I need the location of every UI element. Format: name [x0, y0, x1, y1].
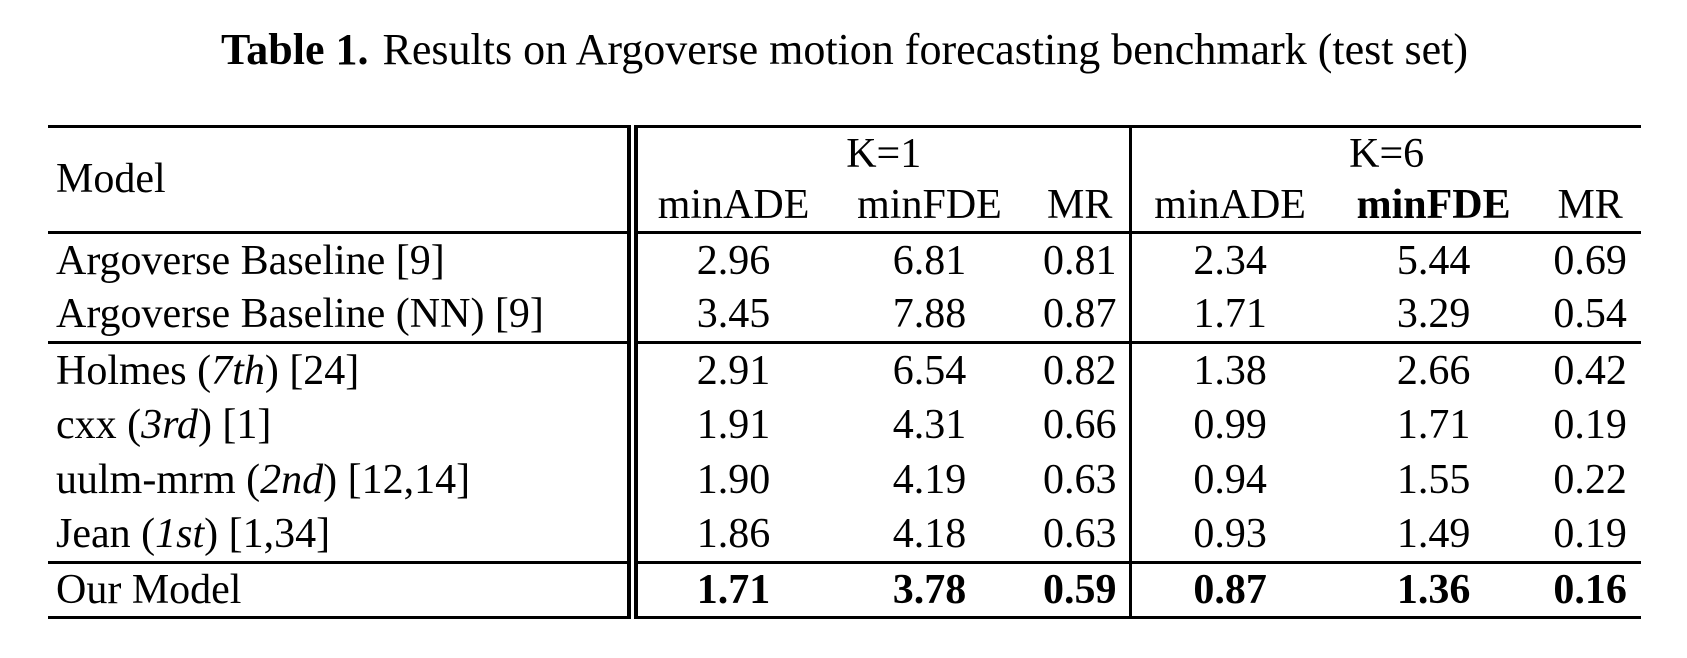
header-k1-minfde: minFDE — [857, 182, 1002, 229]
table-header: Model K=1 K=6 minADE minFDE MR minADE mi… — [48, 126, 1641, 233]
cell-k1-mr: 0.81 — [1042, 237, 1117, 284]
model-name: cxx ( — [56, 401, 142, 448]
cell-k6-minade: 2.34 — [1129, 232, 1328, 288]
cell-k6-mr: 0.19 — [1553, 401, 1627, 448]
cell-model: Holmes (7th) [24] — [48, 343, 633, 398]
cell-k1-minfde: 4.18 — [892, 511, 967, 558]
cell-k1-minfde: 7.88 — [892, 291, 967, 338]
cell-k6-minfde: 1.49 — [1396, 511, 1471, 558]
cell-k1-mr: 0.87 — [1042, 291, 1117, 338]
header-k6-mr: MR — [1557, 182, 1623, 229]
model-rank: 1st — [155, 511, 205, 558]
cell-k6-minade: 1.38 — [1129, 342, 1328, 398]
cell-model: cxx (3rd) [1] — [48, 398, 633, 453]
header-group-k1: K=1 — [627, 126, 1131, 180]
header-k1-mr: MR — [1047, 182, 1113, 229]
header-group-row: Model K=1 K=6 — [48, 126, 1641, 202]
model-refs: ) [12,14] — [323, 456, 471, 503]
cell-k1-minfde: 4.19 — [892, 456, 967, 503]
cell-k1-mr: 0.59 — [1042, 566, 1117, 613]
table-body: Argoverse Baseline [9] 2.96 6.81 0.81 2.… — [48, 232, 1641, 618]
header-k6-minfde: minFDE — [1356, 182, 1511, 229]
model-name: Jean ( — [56, 511, 156, 558]
cell-k6-minade: 0.99 — [1129, 397, 1328, 453]
cell-k1-minfde: 6.81 — [892, 237, 967, 284]
model-rank: 2nd — [260, 456, 324, 503]
table-caption: Table 1. Results on Argoverse motion fore… — [48, 22, 1641, 77]
header-model: Model — [56, 156, 166, 203]
cell-k6-minfde: 1.55 — [1396, 456, 1471, 503]
header-k6-minade: minADE — [1129, 179, 1328, 233]
cell-k6-minfde: 5.44 — [1396, 237, 1471, 284]
cell-k6-mr: 0.42 — [1553, 347, 1627, 394]
cell-model: Our Model — [48, 563, 633, 618]
cell-k1-mr: 0.66 — [1042, 401, 1117, 448]
caption-text: Results on Argoverse motion forecasting … — [382, 25, 1469, 74]
cell-k1-minade: 1.91 — [627, 397, 829, 453]
cell-k1-minade: 1.71 — [627, 562, 829, 618]
cell-k6-minade: 0.94 — [1129, 452, 1328, 508]
table-row-holmes: Holmes (7th) [24] 2.91 6.54 0.82 1.38 2.… — [48, 342, 1641, 398]
cell-k6-minade: 0.93 — [1129, 507, 1328, 563]
cell-k6-mr: 0.69 — [1553, 237, 1627, 284]
cell-k6-minfde: 1.71 — [1396, 401, 1471, 448]
cell-k1-mr: 0.63 — [1042, 511, 1117, 558]
table-row-argoverse-baseline: Argoverse Baseline [9] 2.96 6.81 0.81 2.… — [48, 232, 1641, 288]
cell-k1-minade: 3.45 — [627, 287, 829, 343]
cell-k6-minade: 1.71 — [1129, 287, 1328, 343]
cell-model: Argoverse Baseline (NN) [9] — [48, 288, 633, 343]
model-name: Argoverse Baseline [9] — [56, 237, 445, 284]
cell-k1-minade: 2.96 — [627, 232, 829, 288]
table-row-uulm-mrm: uulm-mrm (2nd) [12,14] 1.90 4.19 0.63 0.… — [48, 452, 1641, 508]
cell-k1-minfde: 6.54 — [892, 347, 967, 394]
cell-k6-minfde: 2.66 — [1396, 347, 1471, 394]
table-row-jean: Jean (1st) [1,34] 1.86 4.18 0.63 0.93 1.… — [48, 507, 1641, 563]
table-row-cxx: cxx (3rd) [1] 1.91 4.31 0.66 0.99 1.71 0… — [48, 397, 1641, 453]
model-name: Our Model — [56, 566, 242, 613]
header-metric-row: minADE minFDE MR minADE minFDE MR — [48, 179, 1641, 233]
cell-model: uulm-mrm (2nd) [12,14] — [48, 453, 633, 508]
cell-model: Jean (1st) [1,34] — [48, 508, 633, 563]
cell-model: Argoverse Baseline [9] — [48, 233, 633, 288]
model-name: uulm-mrm ( — [56, 456, 261, 503]
cell-k1-mr: 0.82 — [1042, 347, 1117, 394]
cell-k1-minfde: 3.78 — [892, 566, 967, 613]
table-row-our-model: Our Model 1.71 3.78 0.59 0.87 1.36 0.16 — [48, 562, 1641, 618]
cell-k1-minade: 1.86 — [627, 507, 829, 563]
cell-k1-minfde: 4.31 — [892, 401, 967, 448]
caption-label: Table 1. — [220, 25, 369, 74]
model-rank: 7th — [211, 347, 265, 394]
model-name: Argoverse Baseline (NN) [9] — [56, 291, 544, 338]
header-k1-minade: minADE — [627, 179, 829, 233]
header-group-k6: K=6 — [1129, 126, 1641, 180]
cell-k6-mr: 0.22 — [1553, 456, 1627, 503]
model-refs: ) [1,34] — [204, 511, 331, 558]
cell-k6-minfde: 1.36 — [1396, 566, 1471, 613]
cell-k6-minfde: 3.29 — [1396, 291, 1471, 338]
cell-k6-mr: 0.54 — [1553, 291, 1627, 338]
cell-k1-minade: 2.91 — [627, 342, 829, 398]
model-rank: 3rd — [141, 401, 198, 448]
results-table: Model K=1 K=6 minADE minFDE MR minADE mi… — [48, 125, 1641, 619]
cell-k1-minade: 1.90 — [627, 452, 829, 508]
model-name: Holmes ( — [56, 347, 212, 394]
cell-k6-mr: 0.19 — [1553, 511, 1627, 558]
cell-k1-mr: 0.63 — [1042, 456, 1117, 503]
cell-k6-minade: 0.87 — [1129, 562, 1328, 618]
table-row-argoverse-baseline-nn: Argoverse Baseline (NN) [9] 3.45 7.88 0.… — [48, 287, 1641, 343]
cell-k6-mr: 0.16 — [1553, 566, 1627, 613]
model-refs: ) [24] — [264, 347, 360, 394]
model-refs: ) [1] — [197, 401, 272, 448]
